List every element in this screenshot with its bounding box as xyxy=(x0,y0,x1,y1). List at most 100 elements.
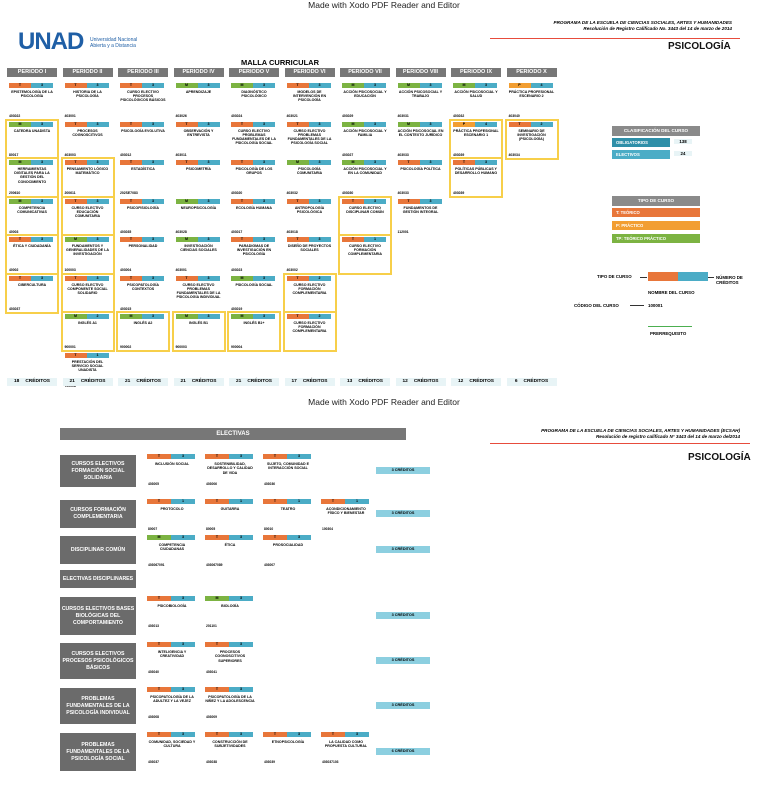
elective-course-card[interactable]: T 3 ETNOPSICOLOGÍA 403039 xyxy=(261,731,315,765)
course-card[interactable]: M 3 APRENDIZAJE 403026 xyxy=(173,82,224,119)
course-code: 403032 xyxy=(286,191,298,195)
course-card[interactable]: M 3 ACCIÓN PSICOSOCIAL Y SALUD 403032 xyxy=(451,82,501,119)
course-card[interactable]: M 3 INGLÉS B1 900003 xyxy=(171,311,226,352)
course-card[interactable]: T 3 DISEÑO DE PROYECTOS SOCIALES 403002 xyxy=(284,236,335,273)
course-card[interactable]: T 3 CURSO ELECTIVO PROBLEMAS FUNDAMENTALES… xyxy=(173,274,224,312)
course-code: 403003 xyxy=(64,152,76,157)
course-card[interactable]: T 3 CURSO ELECTIVO EDUCACIÓN COMUNITARIA xyxy=(60,195,115,237)
course-credits: 3 xyxy=(364,198,386,204)
course-card[interactable]: T 3 PSICOFISIOLOGÍA 403035 xyxy=(118,197,168,235)
course-card[interactable]: M 3 INGLÉS A2 900002 xyxy=(116,311,170,352)
elective-course-card[interactable]: T 3 PROSOCIALIDAD 403007 xyxy=(261,534,315,568)
course-card[interactable]: M 3 INGLÉS B1+ 900004 xyxy=(227,311,281,352)
course-card[interactable]: T 3 PSICOPATOLOGÍA CONTEXTOS 403015 xyxy=(118,274,168,312)
course-card[interactable]: M 3 ACCIÓN PSICOSOCIAL Y FAMILIA 403027 xyxy=(340,120,390,158)
course-code: 900004 xyxy=(231,345,243,349)
course-card[interactable]: T 3 EPISTEMOLOGÍA DE LA PSICOLOGÍA 403022 xyxy=(7,82,57,119)
course-card[interactable]: T 3 HISTORIA DE LA PSICOLOGÍA 403001 xyxy=(62,82,113,119)
course-card[interactable]: T 3 PERSONALIDAD 403004 xyxy=(118,236,168,273)
course-card[interactable]: P 4 PRÁCTICA PROFESIONAL ESCENARIO 1 403039 xyxy=(449,118,503,160)
elective-course-card[interactable]: T 1 PROTOCOLO 80007 xyxy=(145,498,199,532)
elective-course-card[interactable]: T 3 CONSTRUCCIÓN DE SUBJETIVIDADES 403038 xyxy=(203,731,257,765)
course-card[interactable]: M 3 ACCIÓN PSICOSOCIAL EN EL CONTEXTO JURÍ… xyxy=(395,120,446,158)
course-name: ÉTICA xyxy=(224,543,236,547)
elective-course-card[interactable]: T 3 PSICOPATOLOGÍA DE LA NIÑEZ Y LA ADOLES… xyxy=(203,686,257,720)
course-card[interactable]: T 3 MODELOS DE INTERVENCIÓN EN PSICOLOGÍA 4… xyxy=(284,82,335,119)
elective-course-card[interactable]: T 1 TEATRO 80010 xyxy=(261,498,315,532)
course-card[interactable]: T 3 PSICOLOGÍA DE LOS GRUPOS 403020 xyxy=(229,159,279,196)
legend-metodologico: TP: TEÓRICO PRÁCTICO (METODOLÓGICO) xyxy=(612,234,700,250)
course-card[interactable]: T 3 PENSAMIENTO LÓGICO MATEMÁTICO 200611 xyxy=(60,157,115,198)
course-card[interactable]: M 3 COMPETENCIA COMUNICATIVAS 40003 xyxy=(5,195,59,237)
elective-course-card[interactable]: T 1 GUITARRA 80005 xyxy=(203,498,257,532)
course-card[interactable]: T 2 CURSO ELECTIVO FORMACIÓN COMPLEMENTARI… xyxy=(282,311,337,352)
course-name: FUNDAMENTOS DE GESTIÓN INTEGRAL xyxy=(402,205,439,214)
course-card[interactable]: T 3 CURSO ELECTIVO PROBLEMAS FUNDAMENTALES… xyxy=(284,120,335,158)
course-type: T xyxy=(9,275,31,281)
course-credits: 1 xyxy=(86,352,109,358)
elective-course-card[interactable]: T 3 INCLUSIÓN SOCIAL 403005 xyxy=(145,453,199,487)
course-card[interactable]: M 3 CATEDRA UNADISTA 80017 xyxy=(5,118,59,160)
course-card[interactable]: M 3 PSICOLOGÍA SOCIAL 403019 xyxy=(229,274,279,312)
course-card[interactable]: T 3 PSICOMETRÍA xyxy=(173,159,224,196)
course-card[interactable]: T 3 CURSO ELECTIVO PROCESOS PSICOLÓGICOS B… xyxy=(118,82,168,119)
course-type: T xyxy=(147,642,171,647)
course-card[interactable]: M 3 INVESTIGACIÓN CIENCIAS SOCIALES 403001 xyxy=(173,236,224,273)
course-card[interactable]: T 3 CURSO ELECTIVO COMPONENTE SOCIAL SOLID… xyxy=(60,272,115,314)
elective-course-card[interactable]: T 3 LA CALIDAD COMO PROPUESTA CULTURAL 4030… xyxy=(319,731,373,765)
elective-course-card[interactable]: T 3 ÉTICA 403067089 xyxy=(203,534,257,568)
course-card[interactable]: M 2 INGLÉS A1 900001 xyxy=(60,311,115,352)
course-credits: 3 xyxy=(253,314,275,319)
course-card[interactable]: T 3 PSICOLOGÍA EVOLUTIVA 403012 xyxy=(118,120,168,158)
credits-cell: 18 CRÉDITOS xyxy=(7,378,57,386)
elective-course-card[interactable]: T 3 COMUNIDAD, SOCIEDAD Y CULTURA 403037 xyxy=(145,731,199,765)
course-card[interactable]: T 3 ANTROPOLOGÍA PSICOLÓGICA 403018 xyxy=(284,197,335,235)
course-card[interactable]: T 1 CURSO ELECTIVO FORMACIÓN COMPLEMENTARI… xyxy=(338,234,392,275)
course-name: PRESTACIÓN DEL SERVICIO SOCIAL UNADISTA xyxy=(71,359,104,372)
course-card[interactable]: T 3 OBSERVACIÓN Y ENTREVISTA 403011 xyxy=(173,120,224,158)
course-card[interactable]: T 2 SEMINARIO DE INVESTIGACIÓN (PSICOLOGÍA… xyxy=(504,118,559,160)
course-card[interactable]: M 3 ACCIÓN PSICOSOCIAL Y TRABAJO 403031 xyxy=(395,82,446,119)
course-card[interactable]: T 3 ÉTICA Y CIUDADANÍA 40002 xyxy=(5,234,59,275)
course-type: T xyxy=(321,499,345,504)
course-card[interactable]: M 3 HERRAMIENTAS DIGITALES PARA LA GESTIÓN… xyxy=(5,157,59,198)
elective-course-card[interactable]: T 3 PROCESOS COGNOSCITIVOS SUPERIORES 40304… xyxy=(203,641,257,675)
course-card[interactable]: T 3 PSICOLOGÍA POLÍTICA 403033 xyxy=(395,159,446,196)
elective-course-card[interactable]: M 3 COMPETENCIA CIUDADANAS 403067091 xyxy=(145,534,199,568)
course-card[interactable]: T 3 CIBERCULTURA 403037 xyxy=(5,272,59,314)
course-code: 403020 xyxy=(231,191,243,195)
elective-course-card[interactable]: M 3 BIOLOGÍA 201101 xyxy=(203,595,257,629)
elective-course-card[interactable]: T 1 ACONDICIONAMIENTO FÍSICO Y BIENESTAR 10… xyxy=(319,498,373,532)
course-type: T xyxy=(231,198,253,204)
course-card[interactable]: M 3 ACCIÓN PSICOSOCIAL Y EDUCACIÓN 403029 xyxy=(340,82,390,119)
course-card[interactable]: T 3 PROCESOS COGNOSCITIVOS 403003 xyxy=(62,120,113,158)
elective-course-card[interactable]: T 3 PSICOBIOLOGÍA 403013 xyxy=(145,595,199,629)
course-credits: 1 xyxy=(345,499,369,504)
credits-value: 21 xyxy=(235,379,242,384)
course-card[interactable]: M 3 DIAGNÓSTICO PSICOLÓGICO 403024 xyxy=(229,82,279,119)
elective-course-card[interactable]: T 3 SOSTENIBILIDAD, DESARROLLO Y CALIDAD D… xyxy=(203,453,257,487)
course-card[interactable]: T 3 POLÍTICAS PÚBLICAS Y DESARROLLO HUMANO… xyxy=(449,157,503,198)
course-card[interactable]: T 2 CURSO ELECTIVO FORMACIÓN COMPLEMENTARI… xyxy=(282,272,337,314)
credits-label: CRÉDITOS xyxy=(191,379,217,384)
course-name: INGLÉS A2 xyxy=(133,321,153,325)
course-card[interactable]: P 4 PRÁCTICA PROFESIONAL ESCENARIO 2 403040 xyxy=(506,82,557,119)
credits-cell: 12 CRÉDITOS xyxy=(451,378,501,386)
course-card[interactable]: T 3 FUNDAMENTOS DE GESTIÓN INTEGRAL 112001 xyxy=(395,197,446,235)
course-card[interactable]: M 3 NEUROPSICOLOGÍA 403028 xyxy=(173,197,224,235)
course-card[interactable]: T 3 ESTADÍSTICA 202SE7083 xyxy=(118,159,168,196)
elective-course-card[interactable]: T 3 INTELIGENCIA Y CREATIVIDAD 403040 xyxy=(145,641,199,675)
course-card[interactable]: T 3 PARADIGMAS DE INVESTIGACIÓN EN PSICOLO… xyxy=(229,236,279,273)
course-credits: 3 xyxy=(171,596,195,601)
course-card[interactable]: M 3 ACCIÓN PSICOSOCIAL Y EN LA COMUNIDAD 40… xyxy=(340,159,390,196)
course-card[interactable]: T 3 ECOLOGÍA HUMANA 403017 xyxy=(229,197,279,235)
course-card[interactable]: M 3 PSICOLOGÍA COMUNITARIA 403032 xyxy=(284,159,335,196)
course-card[interactable]: T 3 CURSO ELECTIVO PROBLEMAS FUNDAMENTALES… xyxy=(229,120,279,158)
course-card[interactable]: M 3 FUNDAMENTOS Y GENERALIDADES DE LA INVE… xyxy=(60,234,115,275)
elective-course-card[interactable]: T 3 PSICOPATOLOGÍA DE LA ADULTEZ Y LA VEJE… xyxy=(145,686,199,720)
elective-course-card[interactable]: T 3 SUJETO, COMUNIDAD E INTERACCIÓN SOCIAL… xyxy=(261,453,315,487)
course-name: PERSONALIDAD xyxy=(128,244,158,248)
course-code: 403041 xyxy=(206,670,218,674)
course-card[interactable]: T 3 CURSO ELECTIVO DISCIPLINAR COMÚN xyxy=(338,195,392,237)
course-type: T xyxy=(147,454,171,459)
